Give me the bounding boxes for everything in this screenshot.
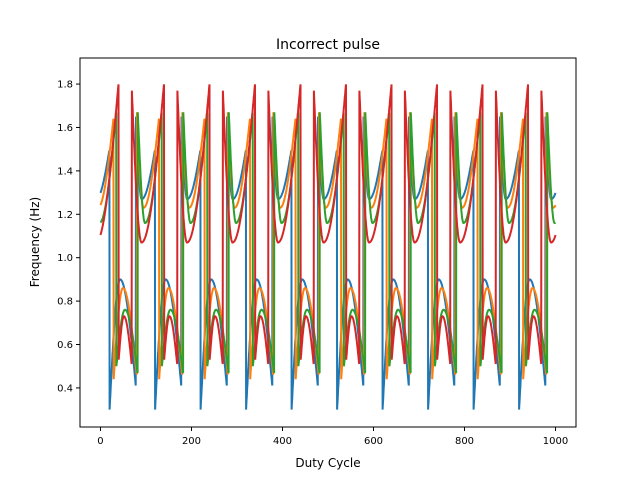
chart-title: Incorrect pulse xyxy=(276,37,380,53)
x-tick-label: 0 xyxy=(97,436,103,447)
x-tick-label: 400 xyxy=(273,436,292,447)
line-series-4 xyxy=(99,84,557,365)
x-axis-label: Duty Cycle xyxy=(295,456,360,470)
ticks: 0 200 400 600 800 1000 0.4 0.6 0.8 1.0 1.2 1.4 1.6 1.… xyxy=(57,80,568,447)
x-tick-label: 200 xyxy=(182,436,201,447)
y-tick-label: 1.6 xyxy=(57,123,73,134)
y-tick-label: 1.2 xyxy=(57,210,73,221)
x-tick-label: 800 xyxy=(455,436,474,447)
y-tick-label: 1.0 xyxy=(57,253,73,264)
y-tick-label: 1.8 xyxy=(57,80,73,91)
y-tick-label: 1.4 xyxy=(57,166,73,177)
y-tick-label: 0.8 xyxy=(57,297,73,308)
plot-area xyxy=(99,84,557,410)
y-tick-label: 0.6 xyxy=(57,340,73,351)
x-tick-label: 1000 xyxy=(543,436,568,447)
line-series-1 xyxy=(99,116,557,410)
y-axis-label: Frequency (Hz) xyxy=(28,197,42,288)
line-series-3 xyxy=(99,112,557,374)
y-tick-label: 0.4 xyxy=(57,383,73,394)
x-tick-label: 600 xyxy=(364,436,383,447)
line-series-2 xyxy=(99,112,557,380)
axes-frame xyxy=(79,57,577,428)
